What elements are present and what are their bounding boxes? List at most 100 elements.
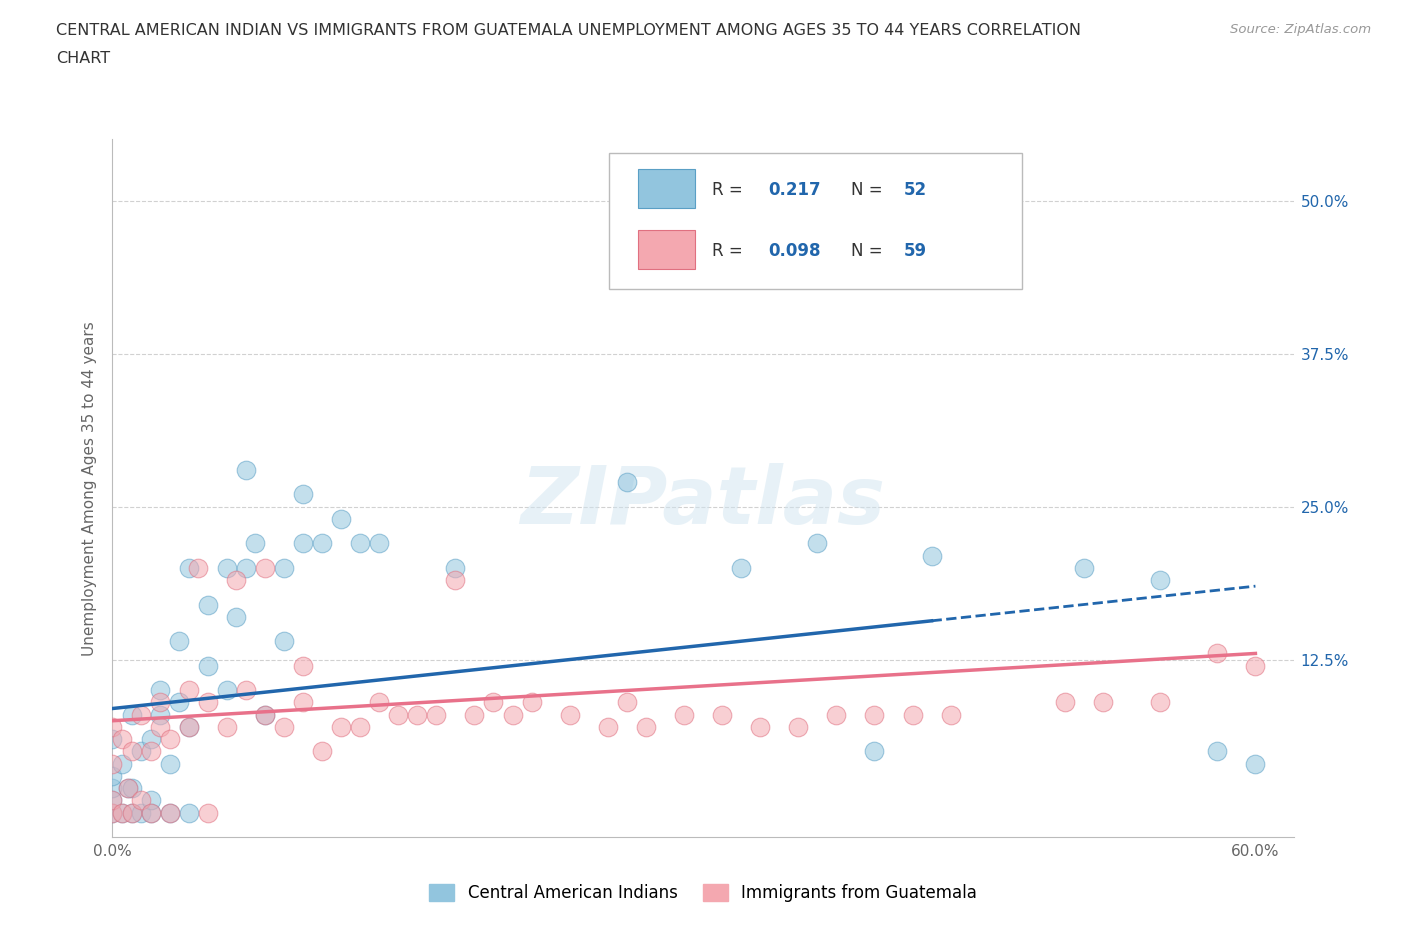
Point bbox=[1206, 744, 1229, 759]
Point bbox=[616, 695, 638, 710]
Point bbox=[1073, 561, 1095, 576]
Point bbox=[117, 780, 139, 795]
Point bbox=[463, 707, 485, 722]
Point bbox=[425, 707, 447, 722]
Point bbox=[863, 744, 886, 759]
Point bbox=[225, 573, 247, 588]
Point bbox=[273, 720, 295, 735]
Point bbox=[311, 536, 333, 551]
Point bbox=[596, 720, 619, 735]
Point bbox=[387, 707, 409, 722]
Point bbox=[482, 695, 505, 710]
Text: 52: 52 bbox=[904, 180, 927, 199]
Point bbox=[159, 805, 181, 820]
Point bbox=[1149, 695, 1171, 710]
Y-axis label: Unemployment Among Ages 35 to 44 years: Unemployment Among Ages 35 to 44 years bbox=[82, 321, 97, 656]
Point bbox=[101, 720, 124, 735]
Point bbox=[159, 756, 181, 771]
Point bbox=[444, 573, 467, 588]
Point bbox=[235, 561, 257, 576]
Point bbox=[177, 561, 200, 576]
Point bbox=[197, 695, 219, 710]
Point bbox=[159, 805, 181, 820]
Point bbox=[121, 707, 143, 722]
Point bbox=[177, 720, 200, 735]
Point bbox=[672, 707, 695, 722]
Point bbox=[149, 695, 172, 710]
Point bbox=[111, 805, 134, 820]
Point bbox=[101, 805, 124, 820]
Point bbox=[197, 658, 219, 673]
Point bbox=[101, 732, 124, 747]
Point bbox=[311, 744, 333, 759]
Point bbox=[225, 609, 247, 624]
Text: N =: N = bbox=[851, 242, 887, 260]
Point bbox=[291, 487, 314, 502]
Point bbox=[502, 707, 524, 722]
Point bbox=[330, 512, 353, 526]
Point bbox=[139, 805, 162, 820]
Point bbox=[1092, 695, 1115, 710]
Point bbox=[787, 720, 810, 735]
Point bbox=[273, 633, 295, 648]
Point bbox=[149, 707, 172, 722]
Point bbox=[129, 805, 152, 820]
Point bbox=[197, 805, 219, 820]
Point bbox=[406, 707, 429, 722]
Point bbox=[139, 793, 162, 808]
Point bbox=[253, 561, 276, 576]
Point bbox=[901, 707, 924, 722]
Point bbox=[253, 707, 276, 722]
Point bbox=[101, 780, 124, 795]
Point bbox=[215, 720, 238, 735]
Point bbox=[939, 707, 962, 722]
Point bbox=[1244, 658, 1267, 673]
Point bbox=[187, 561, 209, 576]
Point bbox=[749, 720, 772, 735]
Text: N =: N = bbox=[851, 180, 887, 199]
Point bbox=[520, 695, 543, 710]
Point bbox=[1206, 646, 1229, 661]
Point bbox=[101, 793, 124, 808]
Point bbox=[253, 707, 276, 722]
Text: CHART: CHART bbox=[56, 51, 110, 66]
Point bbox=[139, 805, 162, 820]
Point bbox=[291, 536, 314, 551]
Point bbox=[634, 720, 657, 735]
Point bbox=[245, 536, 267, 551]
Legend: Central American Indians, Immigrants from Guatemala: Central American Indians, Immigrants fro… bbox=[423, 877, 983, 909]
Point bbox=[177, 683, 200, 698]
Point bbox=[863, 707, 886, 722]
Point bbox=[129, 744, 152, 759]
Point bbox=[149, 683, 172, 698]
Point bbox=[117, 780, 139, 795]
Point bbox=[129, 793, 152, 808]
Point bbox=[711, 707, 734, 722]
Point bbox=[806, 536, 828, 551]
Point bbox=[101, 793, 124, 808]
Point bbox=[167, 695, 190, 710]
Point bbox=[1149, 573, 1171, 588]
Point bbox=[825, 707, 848, 722]
Point bbox=[121, 805, 143, 820]
Point bbox=[235, 683, 257, 698]
Point bbox=[215, 683, 238, 698]
FancyBboxPatch shape bbox=[609, 153, 1022, 289]
Point bbox=[291, 658, 314, 673]
Text: Source: ZipAtlas.com: Source: ZipAtlas.com bbox=[1230, 23, 1371, 36]
Text: R =: R = bbox=[713, 180, 748, 199]
Point bbox=[235, 462, 257, 477]
Text: R =: R = bbox=[713, 242, 748, 260]
FancyBboxPatch shape bbox=[638, 231, 695, 269]
Point bbox=[349, 720, 371, 735]
Text: ZIPatlas: ZIPatlas bbox=[520, 463, 886, 541]
Point bbox=[291, 695, 314, 710]
Point bbox=[368, 695, 391, 710]
Point bbox=[616, 474, 638, 489]
Point bbox=[101, 805, 124, 820]
Point bbox=[177, 720, 200, 735]
FancyBboxPatch shape bbox=[638, 169, 695, 208]
Point bbox=[273, 561, 295, 576]
Point bbox=[121, 780, 143, 795]
Point bbox=[177, 805, 200, 820]
